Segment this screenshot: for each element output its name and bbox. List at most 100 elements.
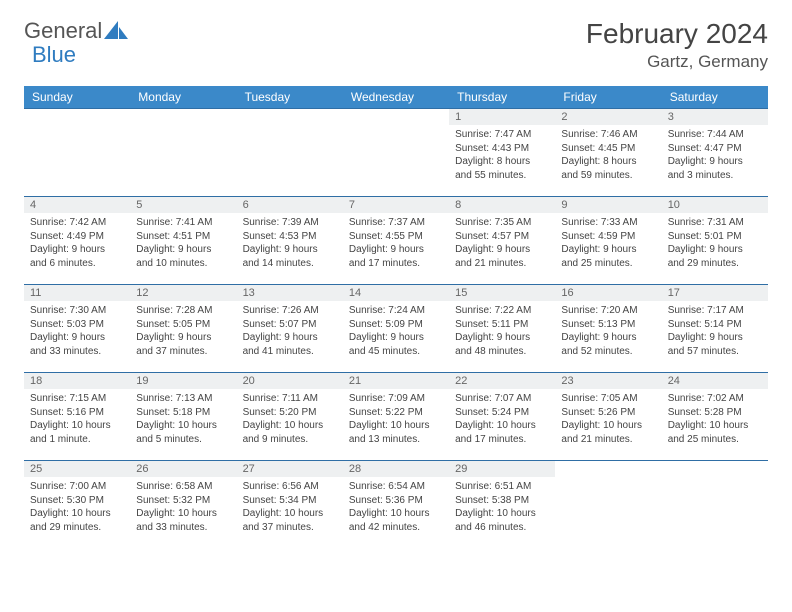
sunset-text: Sunset: 5:38 PM [455, 494, 549, 508]
sunset-text: Sunset: 5:30 PM [30, 494, 124, 508]
weekday-header: Sunday [24, 86, 130, 109]
day-number: 29 [449, 461, 555, 477]
day-number: 21 [343, 373, 449, 389]
day-number: 23 [555, 373, 661, 389]
calendar-cell: 15Sunrise: 7:22 AMSunset: 5:11 PMDayligh… [449, 285, 555, 373]
calendar-cell: 25 Sunrise: 7:00 AMSunset: 5:30 PMDayligh… [24, 461, 130, 549]
calendar-week: 11Sunrise: 7:30 AMSunset: 5:03 PMDayligh… [24, 285, 768, 373]
sunrise-text: Sunrise: 7:17 AM [668, 304, 762, 318]
sunset-text: Sunset: 5:28 PM [668, 406, 762, 420]
calendar-cell: 22Sunrise: 7:07 AMSunset: 5:24 PMDayligh… [449, 373, 555, 461]
day-details: Sunrise: 7:09 AMSunset: 5:22 PMDaylight:… [343, 389, 449, 450]
daylight-text: Daylight: 9 hours and 57 minutes. [668, 331, 762, 358]
sunset-text: Sunset: 5:26 PM [561, 406, 655, 420]
sunrise-text: Sunrise: 7:20 AM [561, 304, 655, 318]
daylight-text: Daylight: 10 hours and 25 minutes. [668, 419, 762, 446]
sunset-text: Sunset: 5:22 PM [349, 406, 443, 420]
calendar-week: 25Sunrise: 7:00 AMSunset: 5:30 PMDayligh… [24, 461, 768, 549]
daylight-text: Daylight: 10 hours and 42 minutes. [349, 507, 443, 534]
sunset-text: Sunset: 5:20 PM [243, 406, 337, 420]
header-row: General February 2024 Gartz, Germany [24, 18, 768, 72]
calendar-cell: 27Sunrise: 6:56 AMSunset: 5:34 PMDayligh… [237, 461, 343, 549]
day-number: 26 [130, 461, 236, 477]
calendar-cell: .. [237, 109, 343, 197]
daylight-text: Daylight: 10 hours and 21 minutes. [561, 419, 655, 446]
daylight-text: Daylight: 10 hours and 29 minutes. [30, 507, 124, 534]
daylight-text: Daylight: 9 hours and 3 minutes. [668, 155, 762, 182]
day-number: 25 [24, 461, 130, 477]
weekday-header: Friday [555, 86, 661, 109]
day-number: 17 [662, 285, 768, 301]
sunset-text: Sunset: 5:16 PM [30, 406, 124, 420]
calendar-cell: .. [662, 461, 768, 549]
month-title: February 2024 [586, 18, 768, 50]
calendar-cell: 28Sunrise: 6:54 AMSunset: 5:36 PMDayligh… [343, 461, 449, 549]
sunset-text: Sunset: 5:07 PM [243, 318, 337, 332]
daylight-text: Daylight: 9 hours and 48 minutes. [455, 331, 549, 358]
day-details: Sunrise: 7:41 AMSunset: 4:51 PMDaylight:… [130, 213, 236, 274]
calendar-cell: 18Sunrise: 7:15 AMSunset: 5:16 PMDayligh… [24, 373, 130, 461]
sunrise-text: Sunrise: 7:39 AM [243, 216, 337, 230]
calendar-cell: 13Sunrise: 7:26 AMSunset: 5:07 PMDayligh… [237, 285, 343, 373]
sunrise-text: Sunrise: 7:44 AM [668, 128, 762, 142]
daylight-text: Daylight: 8 hours and 59 minutes. [561, 155, 655, 182]
calendar-cell: 14Sunrise: 7:24 AMSunset: 5:09 PMDayligh… [343, 285, 449, 373]
sail-icon [104, 21, 130, 41]
calendar-cell: .. [555, 461, 661, 549]
daylight-text: Daylight: 9 hours and 25 minutes. [561, 243, 655, 270]
sunset-text: Sunset: 4:47 PM [668, 142, 762, 156]
day-details: Sunrise: 7:20 AMSunset: 5:13 PMDaylight:… [555, 301, 661, 362]
day-details: Sunrise: 7:24 AMSunset: 5:09 PMDaylight:… [343, 301, 449, 362]
location: Gartz, Germany [586, 52, 768, 72]
sunrise-text: Sunrise: 7:46 AM [561, 128, 655, 142]
day-details: Sunrise: 7:11 AMSunset: 5:20 PMDaylight:… [237, 389, 343, 450]
calendar-week: ........1Sunrise: 7:47 AMSunset: 4:43 PM… [24, 109, 768, 197]
daylight-text: Daylight: 10 hours and 1 minute. [30, 419, 124, 446]
calendar-cell: 16Sunrise: 7:20 AMSunset: 5:13 PMDayligh… [555, 285, 661, 373]
day-number: 9 [555, 197, 661, 213]
calendar-cell: 29Sunrise: 6:51 AMSunset: 5:38 PMDayligh… [449, 461, 555, 549]
day-number: 12 [130, 285, 236, 301]
day-details: Sunrise: 7:47 AMSunset: 4:43 PMDaylight:… [449, 125, 555, 186]
calendar-table: SundayMondayTuesdayWednesdayThursdayFrid… [24, 86, 768, 549]
day-details: Sunrise: 7:22 AMSunset: 5:11 PMDaylight:… [449, 301, 555, 362]
weekday-header: Monday [130, 86, 236, 109]
sunset-text: Sunset: 4:45 PM [561, 142, 655, 156]
calendar-cell: 3Sunrise: 7:44 AMSunset: 4:47 PMDaylight… [662, 109, 768, 197]
sunrise-text: Sunrise: 7:00 AM [30, 480, 124, 494]
daylight-text: Daylight: 9 hours and 33 minutes. [30, 331, 124, 358]
daylight-text: Daylight: 10 hours and 9 minutes. [243, 419, 337, 446]
sunset-text: Sunset: 5:13 PM [561, 318, 655, 332]
day-details: Sunrise: 7:37 AMSunset: 4:55 PMDaylight:… [343, 213, 449, 274]
calendar-cell: 21Sunrise: 7:09 AMSunset: 5:22 PMDayligh… [343, 373, 449, 461]
calendar-header: SundayMondayTuesdayWednesdayThursdayFrid… [24, 86, 768, 109]
day-number: 27 [237, 461, 343, 477]
day-number: 8 [449, 197, 555, 213]
sunrise-text: Sunrise: 6:51 AM [455, 480, 549, 494]
day-details: Sunrise: 7:31 AMSunset: 5:01 PMDaylight:… [662, 213, 768, 274]
sunset-text: Sunset: 5:11 PM [455, 318, 549, 332]
calendar-cell: .. [130, 109, 236, 197]
weekday-header: Thursday [449, 86, 555, 109]
calendar-cell: 17Sunrise: 7:17 AMSunset: 5:14 PMDayligh… [662, 285, 768, 373]
calendar-cell: 8Sunrise: 7:35 AMSunset: 4:57 PMDaylight… [449, 197, 555, 285]
daylight-text: Daylight: 10 hours and 46 minutes. [455, 507, 549, 534]
sunset-text: Sunset: 4:57 PM [455, 230, 549, 244]
daylight-text: Daylight: 10 hours and 37 minutes. [243, 507, 337, 534]
calendar-cell: 5Sunrise: 7:41 AMSunset: 4:51 PMDaylight… [130, 197, 236, 285]
sunset-text: Sunset: 5:18 PM [136, 406, 230, 420]
calendar-cell: 23Sunrise: 7:05 AMSunset: 5:26 PMDayligh… [555, 373, 661, 461]
sunset-text: Sunset: 5:34 PM [243, 494, 337, 508]
day-details: Sunrise: 7:05 AMSunset: 5:26 PMDaylight:… [555, 389, 661, 450]
day-details: Sunrise: 6:58 AMSunset: 5:32 PMDaylight:… [130, 477, 236, 538]
day-number: 2 [555, 109, 661, 125]
daylight-text: Daylight: 9 hours and 45 minutes. [349, 331, 443, 358]
day-details: Sunrise: 7:07 AMSunset: 5:24 PMDaylight:… [449, 389, 555, 450]
sunset-text: Sunset: 4:55 PM [349, 230, 443, 244]
day-number: 5 [130, 197, 236, 213]
daylight-text: Daylight: 9 hours and 14 minutes. [243, 243, 337, 270]
day-details: Sunrise: 7:39 AMSunset: 4:53 PMDaylight:… [237, 213, 343, 274]
sunrise-text: Sunrise: 7:42 AM [30, 216, 124, 230]
day-details: Sunrise: 6:51 AMSunset: 5:38 PMDaylight:… [449, 477, 555, 538]
calendar-cell: 10Sunrise: 7:31 AMSunset: 5:01 PMDayligh… [662, 197, 768, 285]
